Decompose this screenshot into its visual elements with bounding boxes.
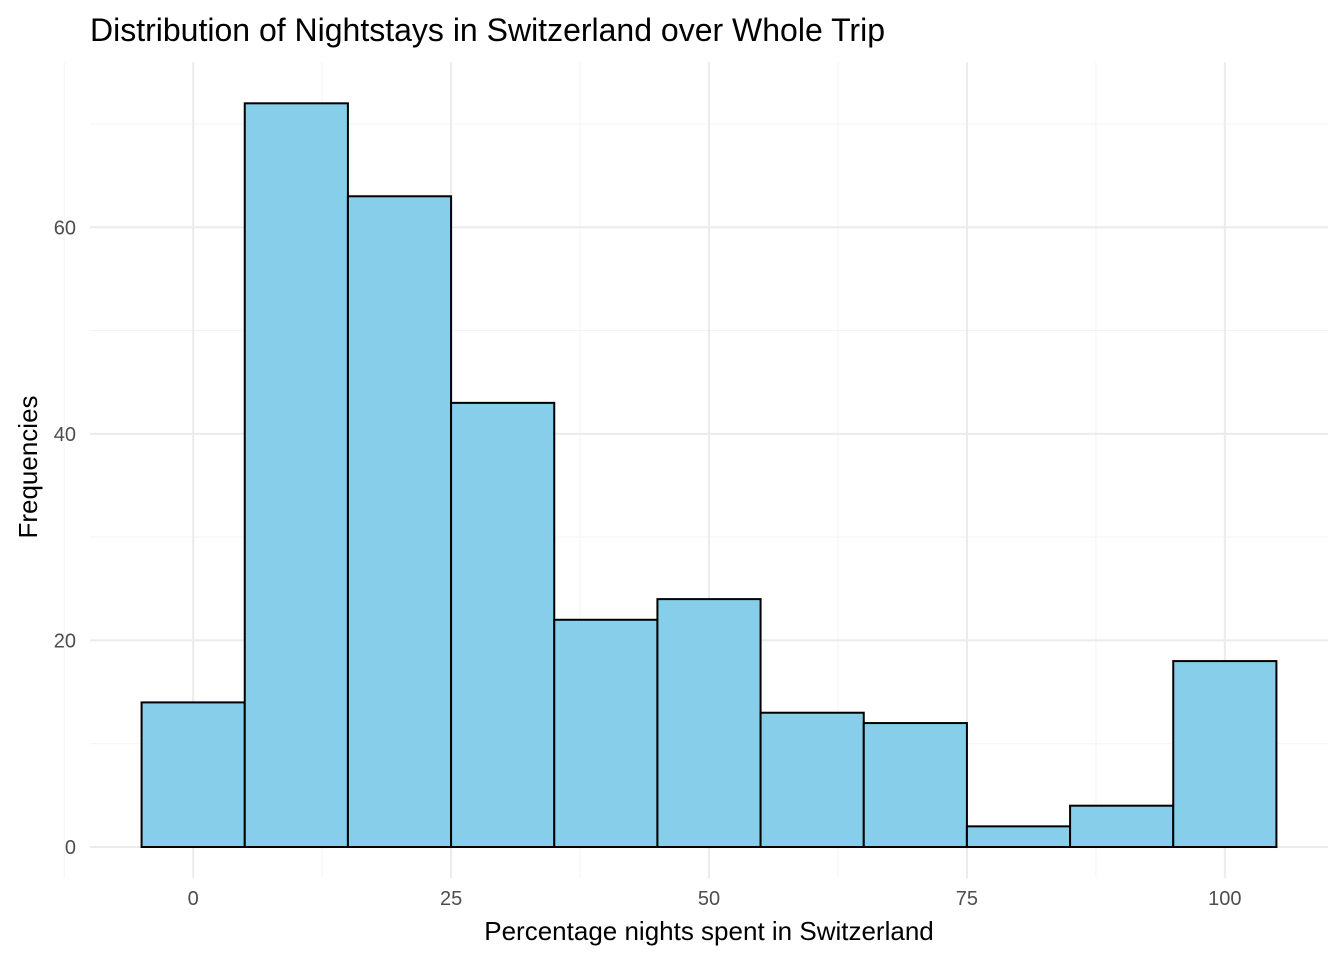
chart-title: Distribution of Nightstays in Switzerlan… [90, 12, 885, 48]
histogram-bar [862, 722, 968, 849]
histogram-bar [553, 618, 659, 849]
x-tick-label: 25 [440, 888, 462, 910]
y-tick-label: 0 [65, 837, 76, 859]
histogram-bar [965, 825, 1072, 849]
x-tick-label: 50 [698, 888, 720, 910]
x-axis-ticks: 0 25 50 75 100 [188, 888, 1242, 910]
y-tick-label: 60 [54, 217, 76, 239]
y-axis-title: Frequencies [13, 395, 43, 538]
y-axis-ticks: 0 20 40 60 [54, 217, 76, 859]
x-tick-label: 100 [1208, 888, 1241, 910]
histogram-bar [759, 711, 865, 849]
histogram-bar [1172, 660, 1278, 849]
x-tick-label: 75 [956, 888, 978, 910]
bars [140, 102, 1278, 849]
y-tick-label: 40 [54, 424, 76, 446]
x-axis-title: Percentage nights spent in Switzerland [484, 916, 934, 946]
x-tick-label: 0 [188, 888, 199, 910]
histogram-bar [450, 401, 556, 849]
histogram-bar [1069, 804, 1175, 849]
histogram-bar [346, 195, 453, 849]
y-tick-label: 20 [54, 630, 76, 652]
histogram-bar [243, 102, 349, 849]
histogram-bar [140, 701, 246, 849]
histogram-bar [656, 598, 762, 849]
